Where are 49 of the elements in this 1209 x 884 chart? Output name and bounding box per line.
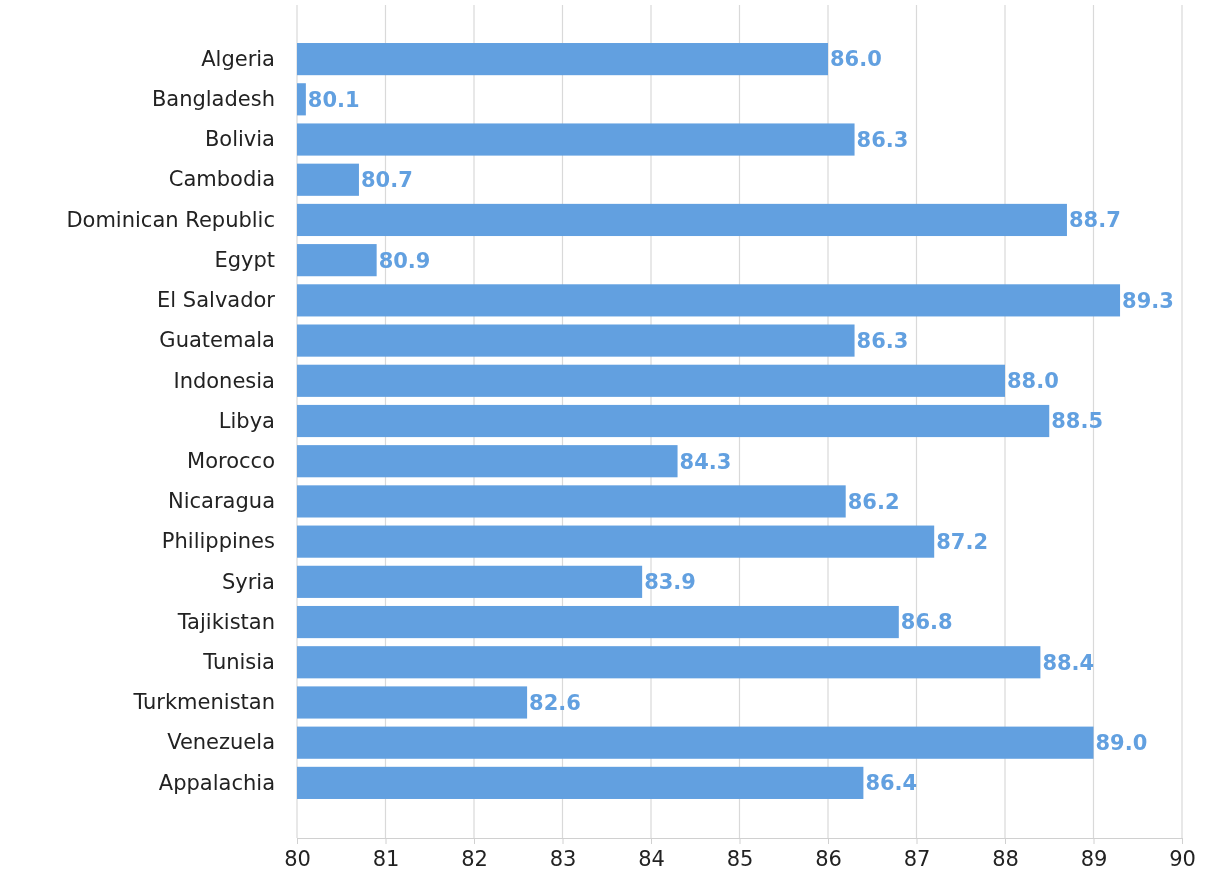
y-tick-label: Appalachia: [158, 770, 275, 795]
data-label: 88.0: [1007, 369, 1059, 394]
data-label: 86.3: [856, 127, 909, 152]
y-tick-label: Indonesia: [173, 368, 275, 393]
data-label: 86.0: [830, 47, 882, 72]
y-tick-label: Morocco: [187, 448, 275, 473]
data-label: 88.7: [1068, 208, 1121, 233]
x-tick-label: 89: [1080, 846, 1108, 871]
data-label: 80.9: [378, 248, 431, 273]
data-label: 86.2: [847, 489, 900, 514]
y-tick-label: Syria: [221, 569, 275, 594]
y-tick-label: Philippines: [161, 529, 275, 554]
x-tick-label: 84: [638, 846, 665, 871]
x-tick-label: 90: [1169, 846, 1196, 871]
y-tick-label: Venezuela: [167, 730, 275, 755]
x-tick-label: 85: [726, 846, 754, 871]
y-tick-label: Cambodia: [168, 167, 275, 192]
y-tick-label: Bangladesh: [151, 87, 275, 112]
y-tick-label: Algeria: [201, 46, 275, 71]
data-label: 88.5: [1051, 409, 1104, 434]
data-label: 86.8: [900, 610, 953, 635]
y-tick-label: Egypt: [214, 247, 275, 272]
data-label: 86.3: [856, 328, 909, 353]
y-tick-label: Libya: [218, 408, 275, 433]
x-tick-label: 81: [372, 846, 400, 871]
data-label: 89.0: [1095, 731, 1148, 756]
data-label: 83.9: [644, 570, 696, 595]
data-label: 87.2: [936, 529, 989, 554]
data-label: 84.3: [679, 449, 732, 474]
data-label: 82.6: [529, 690, 581, 715]
data-label: 89.3: [1122, 288, 1174, 313]
x-tick-label: 87: [903, 846, 931, 871]
x-tick-label: 80: [284, 846, 311, 871]
y-tick-label: El Salvador: [157, 288, 276, 313]
data-label: 86.4: [865, 771, 918, 796]
data-label: 80.7: [360, 168, 413, 193]
y-tick-label: Bolivia: [204, 127, 275, 152]
y-tick-label: Turkmenistan: [132, 690, 275, 715]
x-tick-label: 88: [992, 846, 1019, 871]
data-label: 88.4: [1042, 650, 1095, 675]
y-tick-label: Nicaragua: [168, 489, 275, 514]
y-tick-label: Tajikistan: [176, 609, 275, 634]
x-tick-label: 82: [461, 846, 488, 871]
y-tick-label: Dominican Republic: [66, 207, 275, 232]
y-tick-label: Tunisia: [202, 649, 275, 674]
data-label: 80.1: [307, 87, 360, 112]
x-tick-label: 86: [815, 846, 842, 871]
x-tick-label: 83: [549, 846, 577, 871]
y-tick-label: Guatemala: [159, 328, 275, 353]
